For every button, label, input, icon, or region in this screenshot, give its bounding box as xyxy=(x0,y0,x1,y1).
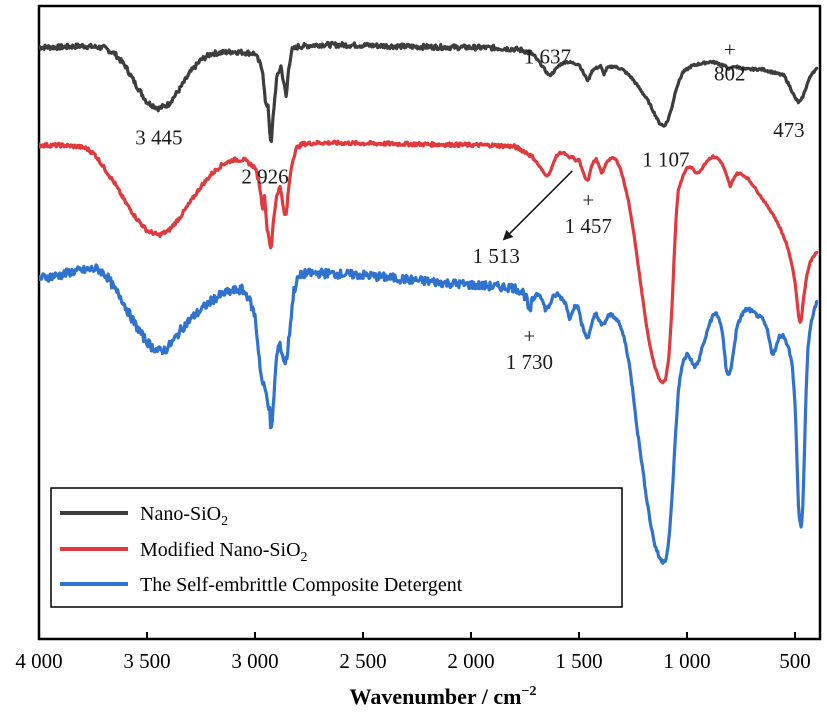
peak-label-1107: 1 107 xyxy=(642,147,689,171)
peak-label-1513: 1 513 xyxy=(473,244,520,268)
x-tick-label-2500: 2 500 xyxy=(339,649,386,673)
legend-label-composite-detergent: The Self-embrittle Composite Detergent xyxy=(140,574,463,596)
peak-label-473: 473 xyxy=(773,118,805,142)
plot-frame xyxy=(37,4,822,641)
x-tick-label-500: 500 xyxy=(779,649,811,673)
legend-label-nano-sio2: Nano-SiO2 xyxy=(140,503,228,529)
series-line-composite-detergent xyxy=(39,263,819,565)
x-tick-label-1500: 1 500 xyxy=(555,649,602,673)
peak-label-1730-marker: + xyxy=(523,324,535,348)
annotations-layer: 3 445 2 926 1 637 1 107 +802 473 +1 457 1 513 +1… xyxy=(135,37,804,374)
series-layer xyxy=(39,40,819,565)
series-line-nano-sio2 xyxy=(39,40,819,144)
legend: Nano-SiO2 Modified Nano-SiO2 The Self-em… xyxy=(50,487,623,608)
x-axis: 4 000 3 500 3 000 2 500 2 000 1 500 1 000 500 xyxy=(15,632,811,673)
legend-box xyxy=(50,487,623,608)
peak-label-1637: 1 637 xyxy=(524,45,571,69)
peak-label-1730: 1 730 xyxy=(506,350,553,374)
peak-label-1457-marker: + xyxy=(582,188,594,212)
peak-label-802-marker: + xyxy=(724,37,736,61)
x-axis-label: Wavenumber / cm−2 xyxy=(350,684,537,709)
x-axis-label-superscript: −2 xyxy=(521,684,536,699)
peak-label-1457: 1 457 xyxy=(565,214,612,238)
x-tick-label-1000: 1 000 xyxy=(663,649,710,673)
peak-label-1513-arrow xyxy=(502,170,573,241)
peak-label-2926: 2 926 xyxy=(241,164,288,188)
series-line-modified-nano-sio2 xyxy=(39,139,819,385)
x-tick-label-4000: 4 000 xyxy=(15,649,62,673)
x-tick-label-3000: 3 000 xyxy=(231,649,278,673)
legend-label-modified-nano-sio2: Modified Nano-SiO2 xyxy=(140,539,308,565)
peak-label-3445: 3 445 xyxy=(135,126,182,150)
x-tick-label-3500: 3 500 xyxy=(123,649,170,673)
peak-label-802: 802 xyxy=(714,61,746,85)
x-tick-label-2000: 2 000 xyxy=(447,649,494,673)
